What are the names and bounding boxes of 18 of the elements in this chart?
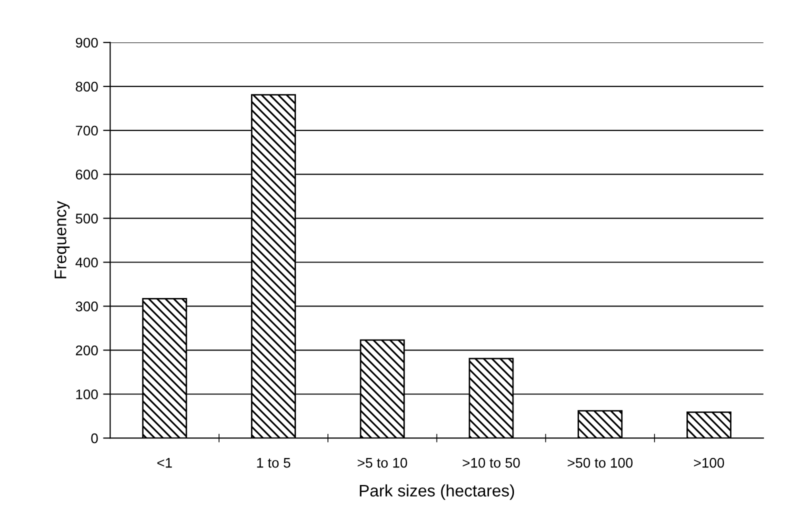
y-tick-label: 800 xyxy=(76,82,98,92)
x-axis-title: Park sizes (hectares) xyxy=(360,484,514,500)
y-tick-label: 300 xyxy=(76,302,98,312)
y-tick-label: 600 xyxy=(76,170,98,180)
y-tick-label: 400 xyxy=(76,258,98,268)
y-tick-label: 900 xyxy=(76,38,98,48)
y-tick-label: 700 xyxy=(76,126,98,136)
x-tick-label: >5 to 10 xyxy=(358,458,408,468)
y-tick-label: 100 xyxy=(76,389,98,400)
y-axis-title: Frequency xyxy=(54,200,70,278)
y-tick-label: 0 xyxy=(91,433,98,444)
x-tick-label: >100 xyxy=(694,458,724,468)
x-tick-label: 1 to 5 xyxy=(257,458,290,468)
x-tick-label: >50 to 100 xyxy=(568,458,633,468)
x-tick-label: <1 xyxy=(157,458,172,468)
y-tick-label: 500 xyxy=(76,214,98,224)
x-tick-label: >10 to 50 xyxy=(462,458,520,468)
y-tick-label: 200 xyxy=(76,346,98,356)
